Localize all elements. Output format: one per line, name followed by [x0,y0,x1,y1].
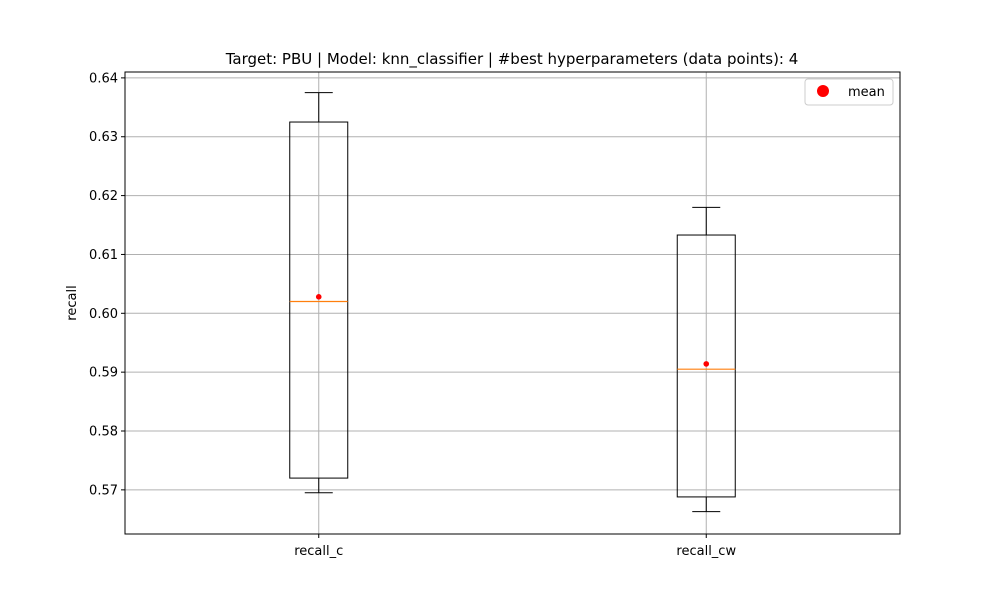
y-axis-label: recall [65,285,80,320]
y-tick-label: 0.63 [89,130,118,145]
mean-marker [703,361,710,367]
legend: mean [804,78,894,106]
chart-title: Target: PBU | Model: knn_classifier | #b… [225,50,799,69]
y-tick-label: 0.64 [89,71,118,86]
y-tick-label: 0.61 [89,248,118,263]
grid [125,72,900,534]
y-tick-label: 0.58 [89,425,118,440]
box-recall_c [289,92,349,494]
axes: 0.57 0.58 0.59 0.60 0.61 0.62 0.63 0.64 recall_c… [89,71,736,559]
interquartile-box [676,234,736,498]
boxes [289,92,736,513]
interquartile-box [289,121,349,479]
legend-mean-marker [817,85,829,97]
x-tick-label: recall_c [294,544,343,559]
legend-frame [804,78,894,106]
plot-area-frame [124,71,901,535]
x-tick-label: recall_cw [676,544,736,559]
legend-mean-label: mean [848,85,885,100]
y-tick-label: 0.60 [89,307,118,322]
box-recall_cw [676,206,736,513]
y-tick-label: 0.59 [89,366,118,381]
y-tick-label: 0.62 [89,189,118,204]
y-tick-label: 0.57 [89,483,118,498]
mean-marker [315,294,322,300]
